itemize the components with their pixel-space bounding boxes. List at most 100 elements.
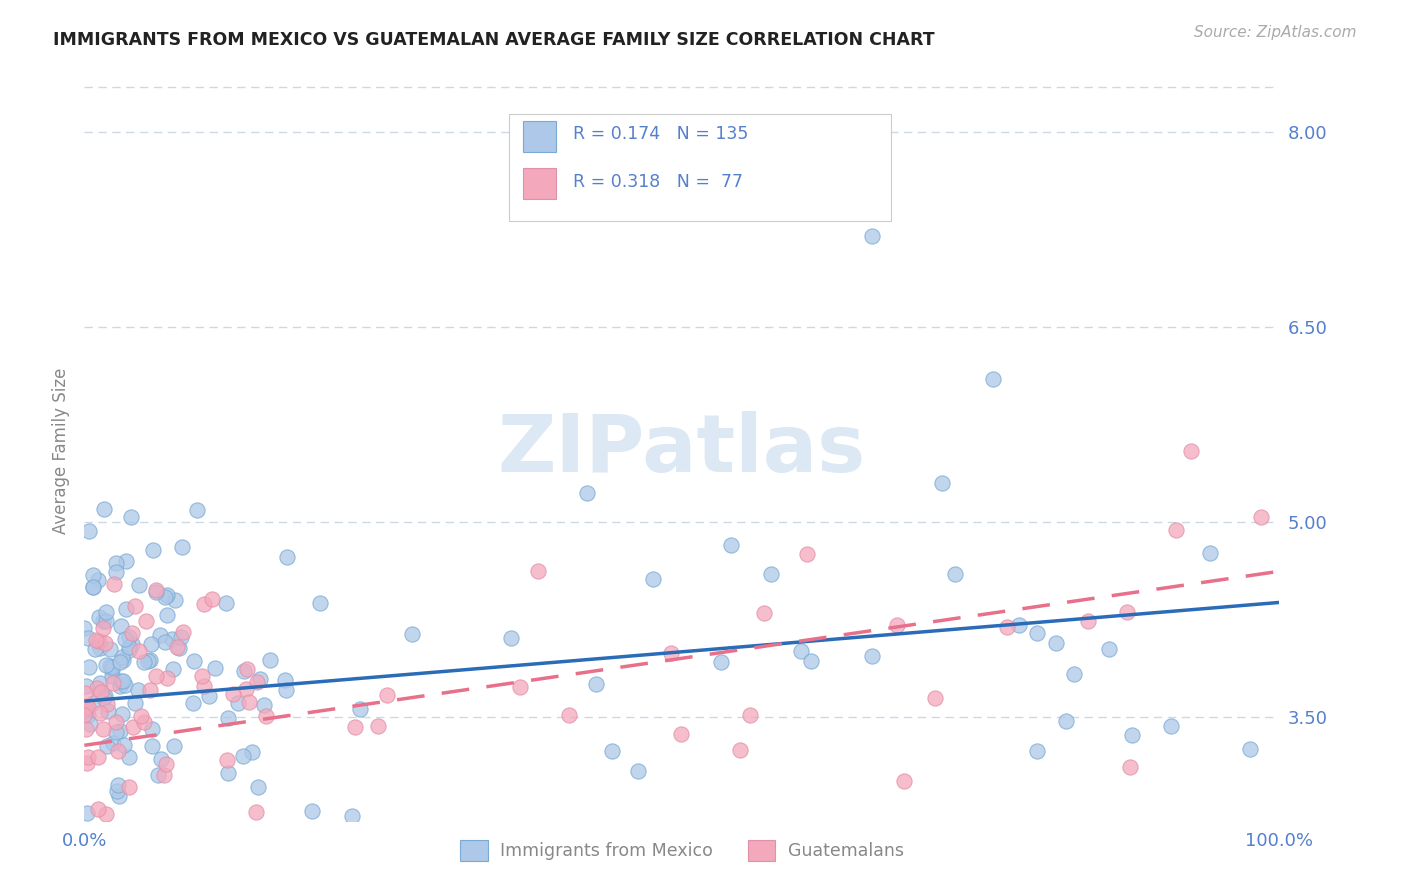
Bar: [523, 121, 557, 153]
Point: [1063, 667, 1085, 681]
Point: [886, 617, 908, 632]
Text: IMMIGRANTS FROM MEXICO VS GUATEMALAN AVERAGE FAMILY SIZE CORRELATION CHART: IMMIGRANTS FROM MEXICO VS GUATEMALAN AVE…: [53, 31, 935, 49]
Point: [87, 573, 110, 587]
Point: [301, 805, 323, 819]
Y-axis label: Average Family Size: Average Family Size: [52, 368, 70, 533]
Point: [246, 780, 269, 794]
Point: [233, 664, 256, 678]
Point: [659, 647, 682, 661]
Point: [142, 543, 165, 558]
Point: [101, 660, 124, 674]
Point: [172, 624, 194, 639]
Point: [77, 700, 100, 714]
Point: [105, 784, 128, 798]
Point: [91, 614, 114, 628]
Point: [575, 485, 598, 500]
Point: [76, 756, 98, 770]
Text: R = 0.174   N = 135: R = 0.174 N = 135: [574, 126, 748, 144]
Point: [526, 565, 548, 579]
Point: [240, 745, 263, 759]
Point: [127, 683, 149, 698]
Point: [1008, 618, 1031, 632]
Point: [141, 722, 163, 736]
Point: [720, 538, 742, 552]
Point: [754, 606, 776, 620]
Point: [301, 879, 323, 892]
Point: [124, 696, 146, 710]
Point: [226, 696, 249, 710]
Point: [1239, 742, 1261, 756]
Point: [367, 718, 389, 732]
Point: [344, 720, 367, 734]
Point: [122, 720, 145, 734]
Point: [108, 789, 131, 803]
Point: [198, 689, 221, 703]
Point: [103, 676, 125, 690]
Point: [710, 655, 733, 669]
Point: [1045, 635, 1067, 649]
Point: [276, 683, 298, 698]
Point: [1121, 728, 1143, 742]
Point: [87, 750, 110, 764]
Point: [91, 621, 114, 635]
Point: [107, 744, 129, 758]
Point: [170, 631, 193, 645]
Point: [118, 780, 141, 795]
Point: [82, 567, 104, 582]
Text: Source: ZipAtlas.com: Source: ZipAtlas.com: [1194, 25, 1357, 40]
Point: [156, 671, 179, 685]
Point: [103, 577, 125, 591]
Point: [193, 679, 215, 693]
Point: [375, 688, 398, 702]
Point: [145, 669, 167, 683]
Point: [75, 698, 97, 713]
Point: [105, 565, 128, 579]
Point: [120, 509, 142, 524]
Point: [215, 596, 238, 610]
Point: [1097, 642, 1119, 657]
Point: [82, 580, 104, 594]
Point: [238, 695, 260, 709]
Point: [79, 717, 101, 731]
Point: [1116, 605, 1139, 619]
Point: [349, 702, 371, 716]
Point: [160, 632, 183, 647]
Point: [893, 773, 915, 788]
Point: [96, 739, 118, 754]
Point: [585, 677, 607, 691]
Point: [139, 683, 162, 698]
Point: [193, 597, 215, 611]
Point: [94, 636, 117, 650]
Point: [117, 630, 139, 644]
Point: [84, 632, 107, 647]
Point: [254, 708, 277, 723]
Point: [128, 577, 150, 591]
Point: [110, 618, 132, 632]
Point: [77, 524, 100, 539]
Point: [501, 631, 523, 645]
Point: [509, 680, 531, 694]
Point: [111, 707, 134, 722]
Point: [73, 708, 96, 723]
Point: [90, 685, 112, 699]
Point: [1199, 546, 1222, 560]
Point: [105, 725, 128, 739]
Point: [217, 765, 239, 780]
Point: [155, 757, 177, 772]
Point: [259, 653, 281, 667]
Point: [135, 614, 157, 628]
Point: [101, 736, 124, 750]
Point: [235, 681, 257, 696]
Point: [148, 768, 170, 782]
Point: [82, 580, 104, 594]
Point: [108, 655, 131, 669]
Point: [96, 698, 118, 712]
Point: [641, 572, 664, 586]
Point: [101, 663, 124, 677]
Point: [181, 697, 204, 711]
Point: [110, 650, 132, 665]
Point: [340, 809, 363, 823]
Point: [100, 668, 122, 682]
Point: [87, 610, 110, 624]
Point: [217, 711, 239, 725]
